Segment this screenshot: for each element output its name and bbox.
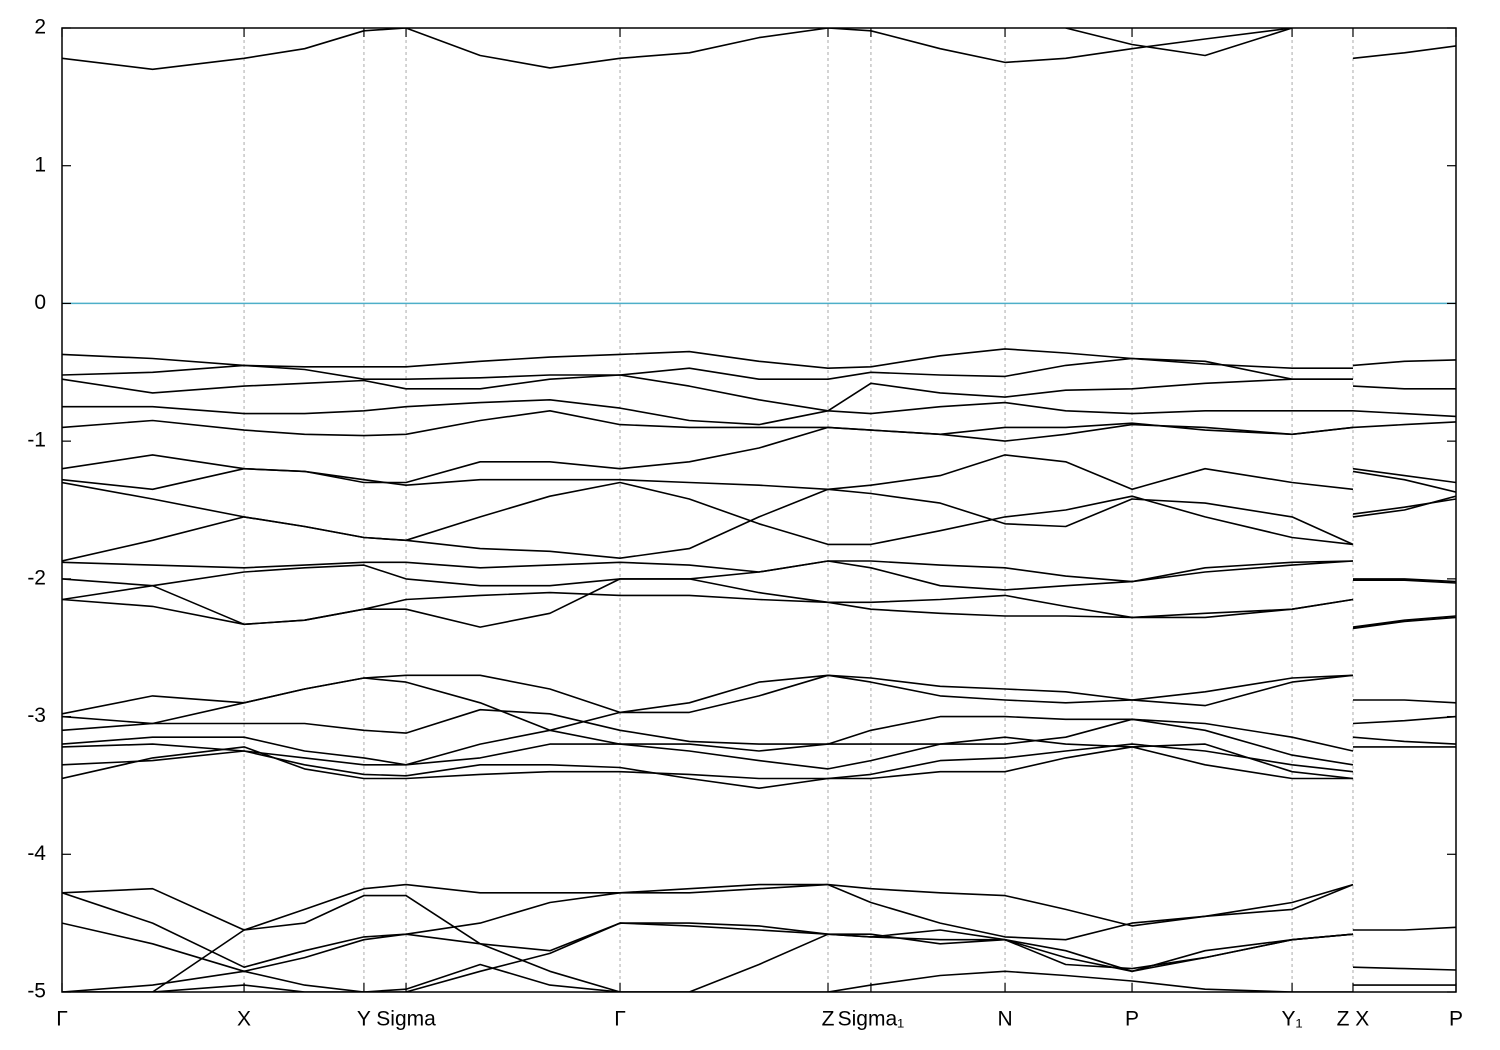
band (62, 736, 1354, 780)
band (1065, 28, 1293, 57)
band (62, 963, 1353, 992)
x-tick-label: Y (357, 1008, 371, 1031)
band (62, 357, 1456, 390)
band (62, 883, 1456, 971)
x-tick-label: N (997, 1008, 1012, 1031)
y-tick-label: -3 (27, 704, 46, 727)
band (62, 399, 1456, 429)
x-tick-label: Sigma₁ (838, 1008, 905, 1031)
band (62, 715, 1456, 766)
plot-frame (61, 27, 1457, 993)
x-tick-label: Y₁ (1282, 1008, 1303, 1031)
label-layer: 2 1 0 -1 -2 -3 -4 -5 Γ X Y Sigma Γ Z Sigma₁ N P Y₁ Z X P (27, 16, 1463, 1031)
band (62, 454, 1456, 518)
band (62, 578, 1354, 628)
grid-layer (62, 28, 1456, 992)
y-tick-label: -5 (27, 980, 46, 1003)
y-tick-label: -1 (27, 429, 46, 452)
y-tick-label: -4 (27, 842, 46, 865)
x-tick-label: X (237, 1008, 251, 1031)
band (62, 28, 1456, 71)
band (62, 743, 1354, 780)
band (62, 922, 1456, 986)
band (62, 348, 1456, 369)
band (62, 674, 1456, 732)
x-tick-label: Z X (1337, 1008, 1370, 1031)
x-tick-label: P (1449, 1008, 1463, 1031)
band (62, 560, 1456, 584)
y-tick-label: 0 (34, 291, 46, 314)
x-tick-label: Z (822, 1008, 835, 1031)
x-tick-label: P (1125, 1008, 1139, 1031)
band (62, 488, 1456, 583)
x-tick-label: Γ (56, 1008, 68, 1031)
band (62, 922, 1354, 992)
band-layer (62, 28, 1456, 992)
band (62, 746, 1353, 789)
band (62, 560, 1456, 628)
band (62, 883, 1456, 931)
band (62, 708, 1456, 752)
band (62, 374, 1456, 418)
y-tick-label: 1 (34, 153, 46, 176)
band (62, 410, 1456, 484)
y-tick-label: -2 (27, 566, 46, 589)
x-tick-label: Γ (614, 1008, 626, 1031)
y-tick-label: 2 (34, 16, 46, 39)
x-tick-label: Sigma (376, 1008, 436, 1031)
